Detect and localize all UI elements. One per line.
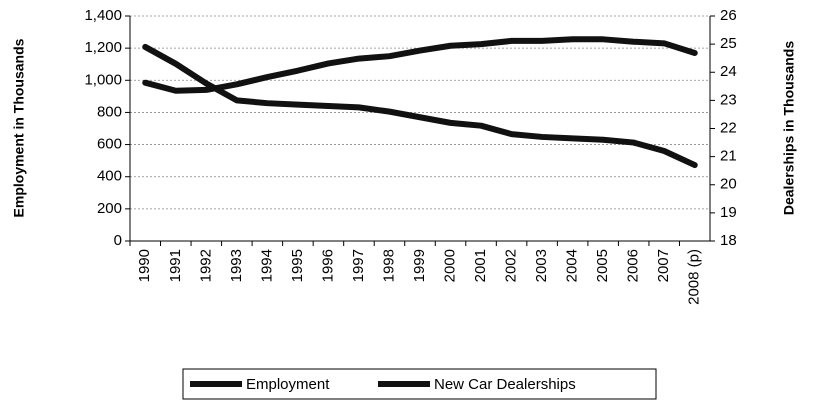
legend-label: Employment <box>246 376 330 393</box>
y2-tick-label: 19 <box>720 204 737 221</box>
y-tick-label: 1,000 <box>84 71 122 88</box>
y-tick-label: 1,400 <box>84 7 122 24</box>
y2-tick-label: 21 <box>720 148 737 165</box>
x-tick-label: 2001 <box>472 249 489 282</box>
y2-tick-label: 22 <box>720 119 737 136</box>
x-tick-label: 2004 <box>564 249 581 282</box>
y-tick-label: 1,200 <box>84 39 122 56</box>
series-line <box>142 36 698 94</box>
y-tick-label: 800 <box>97 103 122 120</box>
series-line <box>142 43 698 169</box>
x-tick-label: 1997 <box>350 249 367 282</box>
x-tick-label: 1999 <box>411 249 428 282</box>
x-tick-label: 1995 <box>289 249 306 282</box>
x-tick-label: 2005 <box>594 249 611 282</box>
x-tick-label: 1990 <box>136 249 153 282</box>
y-tick-label: 400 <box>97 168 122 185</box>
y-tick-label: 200 <box>97 200 122 217</box>
y2-tick-label: 25 <box>720 35 737 52</box>
x-tick-label: 1993 <box>228 249 245 282</box>
x-tick-label: 2006 <box>625 249 642 282</box>
x-tick-label: 1996 <box>319 249 336 282</box>
x-tick-label: 1992 <box>197 249 214 282</box>
x-tick-label: 2007 <box>655 249 672 282</box>
x-tick-label: 2008 (p) <box>686 249 703 305</box>
x-tick-label: 2002 <box>503 249 520 282</box>
x-tick-label: 1998 <box>380 249 397 282</box>
y2-tick-label: 26 <box>720 7 737 24</box>
y-axis-title: Employment in Thousands <box>11 38 27 217</box>
x-tick-label: 2003 <box>533 249 550 282</box>
y2-tick-label: 24 <box>720 63 737 80</box>
y2-axis-title: Dealerships in Thousands <box>781 41 797 215</box>
y-tick-label: 600 <box>97 136 122 153</box>
x-tick-label: 1991 <box>167 249 184 282</box>
y2-tick-label: 20 <box>720 176 737 193</box>
x-tick-label: 1994 <box>258 249 275 282</box>
y2-tick-label: 18 <box>720 232 737 249</box>
y2-tick-label: 23 <box>720 91 737 108</box>
x-tick-label: 2000 <box>441 249 458 282</box>
y-tick-label: 0 <box>114 232 122 249</box>
legend-label: New Car Dealerships <box>434 376 576 393</box>
